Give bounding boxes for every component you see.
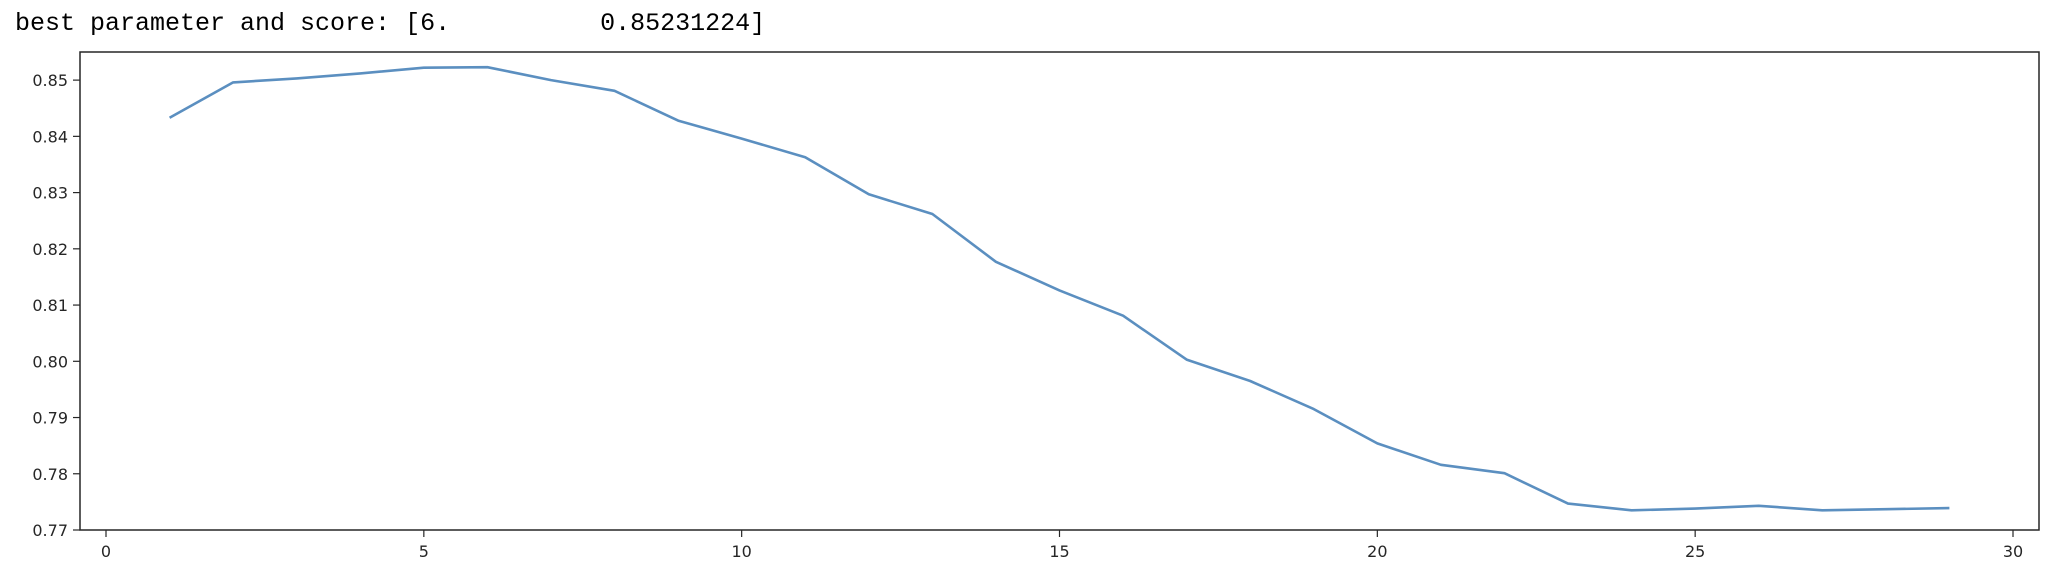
x-tick-label: 30 — [2003, 542, 2023, 561]
x-tick-label: 25 — [1685, 542, 1705, 561]
x-tick-label: 10 — [731, 542, 751, 561]
y-tick-label: 0.81 — [32, 296, 68, 315]
plot-frame — [79, 51, 2040, 531]
x-tick-label: 20 — [1367, 542, 1387, 561]
y-tick-label: 0.85 — [32, 71, 68, 90]
y-tick-label: 0.83 — [32, 184, 68, 203]
x-tick-label: 15 — [1049, 542, 1069, 561]
y-tick-label: 0.79 — [32, 409, 68, 428]
cell-output-text: best parameter and score: [6. 0.85231224… — [15, 9, 765, 39]
y-tick-label: 0.80 — [32, 352, 68, 371]
y-tick-label: 0.77 — [32, 521, 68, 540]
output-prefix: best parameter and score: [6. — [15, 9, 451, 38]
y-tick-label: 0.84 — [32, 127, 68, 146]
output-score-value: 0.85231224] — [600, 9, 766, 38]
y-tick-label: 0.78 — [32, 465, 68, 484]
x-axis: 0 5 10 15 20 25 30 — [101, 530, 2023, 561]
series-layer — [168, 65, 1950, 512]
y-tick-label: 0.82 — [32, 240, 68, 259]
series-line — [168, 65, 1950, 512]
x-tick-label: 5 — [419, 542, 429, 561]
y-axis: 0.77 0.78 0.79 0.80 0.81 0.82 0.83 0.84 0.85 — [32, 71, 80, 540]
x-tick-label: 0 — [101, 542, 111, 561]
